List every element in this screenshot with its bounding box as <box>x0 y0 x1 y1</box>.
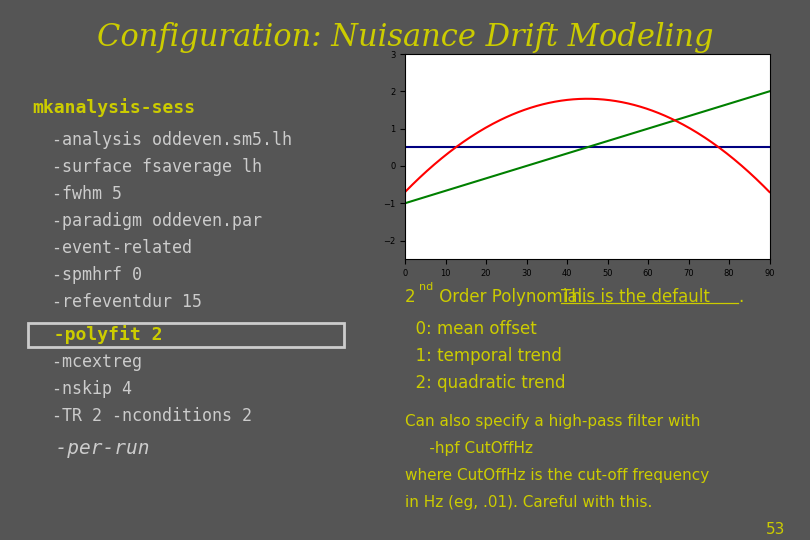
Text: -paradigm oddeven.par: -paradigm oddeven.par <box>32 212 262 231</box>
Text: -refeventdur 15: -refeventdur 15 <box>32 293 202 312</box>
Text: -fwhm 5: -fwhm 5 <box>32 185 122 204</box>
Text: in Hz (eg, .01). Careful with this.: in Hz (eg, .01). Careful with this. <box>405 495 652 510</box>
Text: Configuration: Nuisance Drift Modeling: Configuration: Nuisance Drift Modeling <box>96 22 714 53</box>
Text: 53: 53 <box>766 522 786 537</box>
Text: -mcextreg: -mcextreg <box>32 353 143 371</box>
Text: -per-run: -per-run <box>32 438 150 458</box>
Text: 2: quadratic trend: 2: quadratic trend <box>405 374 565 393</box>
Text: 1: temporal trend: 1: temporal trend <box>405 347 562 366</box>
Text: -hpf CutOffHz: -hpf CutOffHz <box>405 441 533 456</box>
FancyBboxPatch shape <box>28 323 344 347</box>
Text: 2: 2 <box>405 288 416 306</box>
Text: nd: nd <box>419 282 433 292</box>
Text: -TR 2 -nconditions 2: -TR 2 -nconditions 2 <box>32 407 253 425</box>
Text: This is the default: This is the default <box>561 288 710 306</box>
Text: Order Polynomial.: Order Polynomial. <box>434 288 593 306</box>
Text: mkanalysis-sess: mkanalysis-sess <box>32 98 195 118</box>
Text: -event-related: -event-related <box>32 239 193 258</box>
Text: -polyfit 2: -polyfit 2 <box>32 325 163 345</box>
Text: -analysis oddeven.sm5.lh: -analysis oddeven.sm5.lh <box>32 131 292 150</box>
Text: -surface fsaverage lh: -surface fsaverage lh <box>32 158 262 177</box>
Text: Can also specify a high-pass filter with: Can also specify a high-pass filter with <box>405 414 701 429</box>
Text: 0: mean offset: 0: mean offset <box>405 320 537 339</box>
Text: where CutOffHz is the cut-off frequency: where CutOffHz is the cut-off frequency <box>405 468 710 483</box>
Text: .: . <box>738 288 743 306</box>
Text: -spmhrf 0: -spmhrf 0 <box>32 266 143 285</box>
Text: -nskip 4: -nskip 4 <box>32 380 132 398</box>
